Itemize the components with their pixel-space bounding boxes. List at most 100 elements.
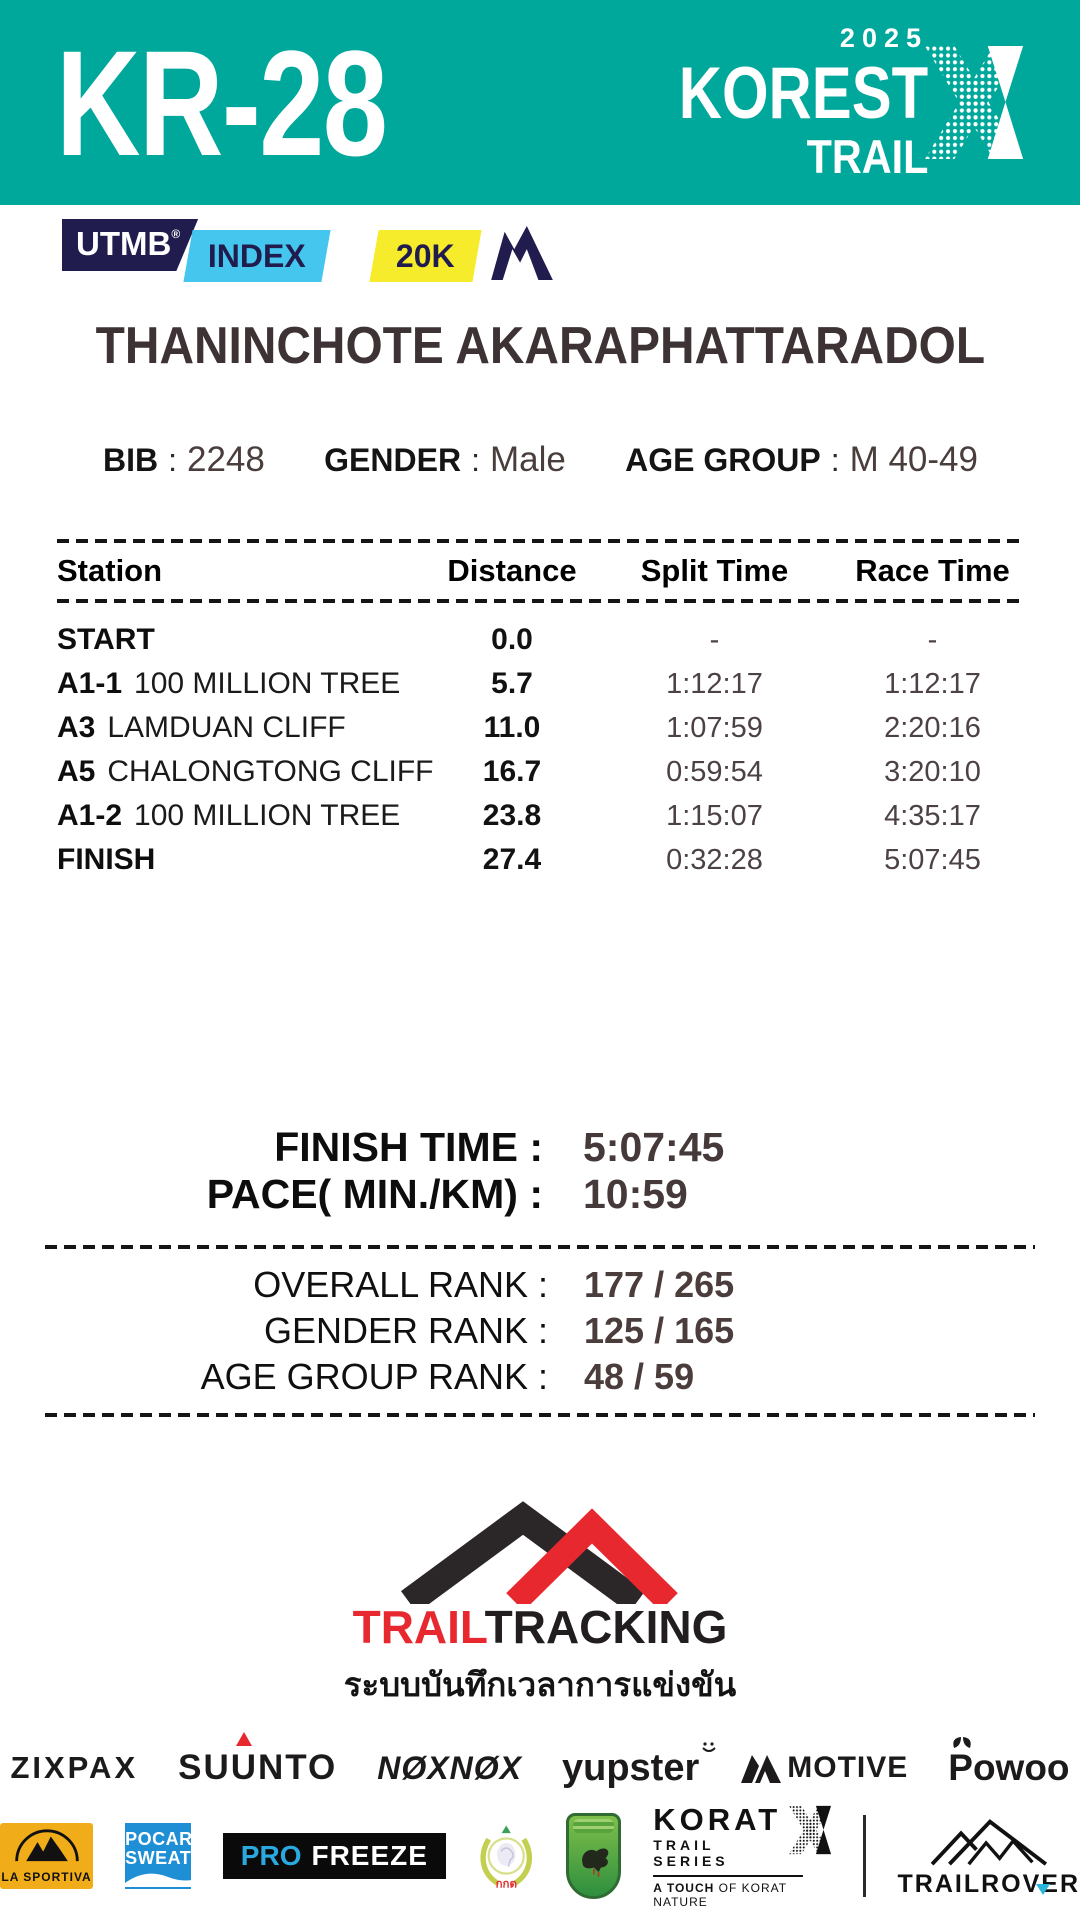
col-station: Station — [57, 553, 163, 588]
finish-time-value: 5:07:45 — [583, 1124, 725, 1170]
sponsor-noxnox: NØXNØX — [377, 1749, 522, 1786]
station-code: FINISH — [57, 843, 156, 876]
pace-value: 10:59 — [583, 1171, 688, 1217]
table-row: A3 LAMDUAN CLIFF 11.0 1:07:59 2:20:16 — [57, 706, 1023, 750]
split-time-cell: 0:59:54 — [666, 755, 763, 788]
dashed-divider — [45, 1413, 1035, 1417]
thai-emblem-icon: กกต — [480, 1825, 532, 1890]
age-group-rank-value: 48 / 59 — [584, 1356, 695, 1397]
vertical-divider — [863, 1815, 866, 1897]
trailtracking-wordmark: TRAILTRACKING — [0, 1604, 1080, 1650]
table-row: A1-1 100 MILLION TREE 5.7 1:12:17 1:12:17 — [57, 662, 1023, 706]
distance-cell: 23.8 — [482, 799, 542, 832]
korest-trail-logo: 2025 KOREST TRAIL — [624, 25, 1024, 180]
splits-table: Station Distance Split Time Race Time ST… — [57, 539, 1023, 882]
split-time-cell: - — [709, 623, 720, 656]
split-time-cell: 1:15:07 — [666, 799, 763, 832]
col-split-time: Split Time — [640, 553, 789, 588]
pro-label: PRO — [240, 1840, 302, 1871]
distance-cell: 0.0 — [491, 623, 533, 656]
sponsor-motive: MOTIVE — [739, 1751, 908, 1785]
pocari-wave-icon — [125, 1873, 191, 1887]
table-row: A5 CHALONGTONG CLIFF 16.7 0:59:54 3:20:10 — [57, 750, 1023, 794]
gender-rank-label: GENDER RANK : — [263, 1310, 548, 1351]
event-sub: TRAIL — [806, 130, 928, 183]
la-sportiva-mountain-icon — [14, 1829, 79, 1862]
trailtracking-branding: TRAILTRACKING ระบบบันทึกเวลาการแข่งขัน — [0, 1496, 1080, 1711]
split-time-cell: 1:07:59 — [666, 711, 763, 744]
korat-label: KORAT — [653, 1801, 782, 1837]
finish-time-label: FINISH TIME : — [274, 1124, 543, 1170]
rank-summary: OVERALL RANK : 177 / 265 GENDER RANK : 1… — [0, 1262, 1080, 1400]
korat-tagline-bold: A TOUCH — [653, 1880, 715, 1895]
bib-label: BIB — [103, 442, 159, 478]
race-time-cell: 5:07:45 — [884, 843, 981, 876]
station-name: LAMDUAN CLIFF — [107, 711, 346, 744]
race-time-cell: 2:20:16 — [884, 711, 981, 744]
finish-time-row: FINISH TIME : 5:07:45 — [0, 1124, 1080, 1171]
bib-colon: : — [168, 442, 177, 478]
age-group-rank-label: AGE GROUP RANK : — [200, 1356, 548, 1397]
registered-mark: ® — [171, 227, 181, 241]
utmb-index-chip: INDEX — [183, 230, 331, 282]
split-time-cell: 1:12:17 — [666, 667, 763, 700]
split-time-cell: 0:32:28 — [666, 843, 763, 876]
dashed-divider — [57, 539, 1023, 543]
sponsor-la-sportiva: LA SPORTIVA — [0, 1823, 94, 1889]
splits-table-body: START 0.0 - - A1-1 100 MILLION TREE 5.7 1… — [57, 618, 1023, 882]
la-sportiva-label: LA SPORTIVA — [1, 1870, 92, 1884]
event-name: KOREST — [678, 53, 928, 134]
table-row: START 0.0 - - — [57, 618, 1023, 662]
trailrover-blue-triangle-icon — [1035, 1883, 1050, 1895]
korat-tagline: A TOUCH OF KORAT NATURE — [653, 1881, 831, 1909]
sponsor-powoo: Powoo — [948, 1737, 1070, 1789]
overall-rank-row: OVERALL RANK : 177 / 265 — [0, 1262, 1080, 1308]
utmb-brand-chip: UTMB ® — [62, 219, 199, 271]
splits-table-header: Station Distance Split Time Race Time — [57, 543, 1023, 599]
station-name: 100 MILLION TREE — [134, 667, 401, 700]
trailrover-label: TRAILROVER — [897, 1869, 1080, 1898]
shield-title-band — [573, 1819, 615, 1833]
korat-rule — [653, 1874, 804, 1877]
utmb-index-badge: UTMB ® INDEX 20K — [62, 219, 553, 282]
finish-summary: FINISH TIME : 5:07:45 PACE( MIN./KM) : 1… — [0, 1124, 1080, 1218]
utmb-mountain-m-icon — [490, 226, 553, 280]
thai-subtitle: ระบบบันทึกเวลาการแข่งขัน — [343, 1665, 737, 1704]
pocari-line2: SWEAT — [125, 1848, 191, 1868]
sponsor-row-2: LA SPORTIVA POCARI SWEAT PRO FREEZE กกต — [0, 1801, 1080, 1909]
powoo-leaf-icon — [953, 1737, 971, 1748]
sponsor-row-1: ZIXPAX SUUNTO NØXNØX yupster MOTIVE — [0, 1732, 1080, 1798]
gender-colon: : — [471, 442, 480, 478]
gender-rank-row: GENDER RANK : 125 / 165 — [0, 1308, 1080, 1354]
race-code: KR-28 — [56, 18, 388, 187]
emblem-thai-text: กกต — [496, 1878, 517, 1890]
header-band: KR-28 2025 KOREST TRAIL — [0, 0, 1080, 205]
runner-info-row: BIB : 2248 GENDER : Male AGE GROUP : M 4… — [103, 440, 978, 480]
gender-label: GENDER — [324, 442, 462, 478]
sponsor-yupster: yupster — [562, 1741, 716, 1790]
halftone-x-icon — [924, 46, 1024, 159]
motive-chevrons-icon — [741, 1755, 782, 1783]
gender-value: Male — [489, 440, 566, 479]
pocari-line1: POCARI — [125, 1829, 191, 1849]
trail-word: TRAIL — [352, 1601, 485, 1653]
age-group-rank-row: AGE GROUP RANK : 48 / 59 — [0, 1354, 1080, 1400]
sponsor-suunto: SUUNTO — [178, 1732, 337, 1788]
sponsor-pocari-sweat: POCARI SWEAT — [125, 1823, 191, 1889]
age-group-label: AGE GROUP — [625, 442, 821, 478]
sponsor-korat-trail-series: KORAT TRAIL SERIES A TOUCH OF — [653, 1801, 832, 1909]
wildlife-shield-emblem-icon — [566, 1813, 622, 1899]
sponsor-zixpax: ZIXPAX — [10, 1750, 139, 1785]
korat-halftone-x-icon — [789, 1805, 832, 1854]
overall-rank-label: OVERALL RANK : — [253, 1264, 548, 1305]
race-time-cell: 1:12:17 — [884, 667, 981, 700]
station-name: CHALONGTONG CLIFF — [107, 755, 434, 788]
station-code: A5 — [57, 755, 96, 788]
station-name: 100 MILLION TREE — [134, 799, 401, 832]
pace-row: PACE( MIN./KM) : 10:59 — [0, 1171, 1080, 1218]
bib-field: BIB : 2248 — [103, 440, 265, 480]
korat-tagline-rest: OF KORAT NATURE — [653, 1880, 787, 1909]
age-group-colon: : — [830, 442, 840, 478]
station-code: A1-1 — [57, 667, 123, 700]
